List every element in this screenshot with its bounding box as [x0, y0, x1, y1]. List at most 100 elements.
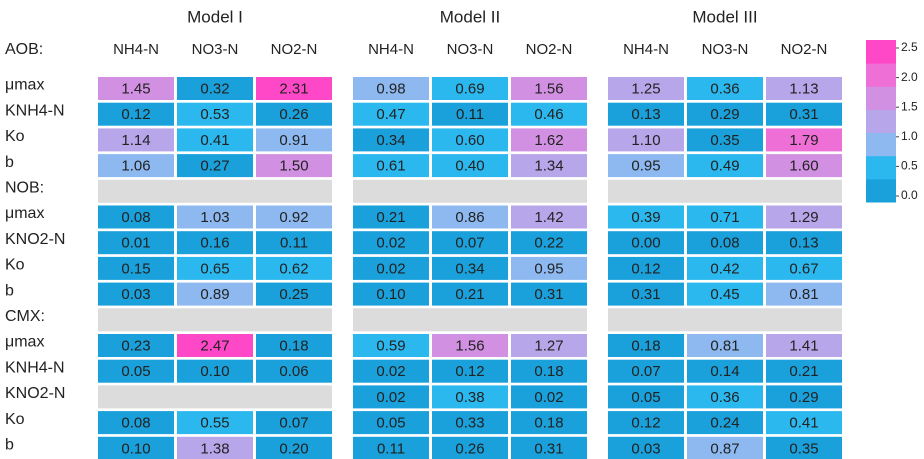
- cell-value: 0.07: [279, 415, 308, 432]
- cell-value: 0.95: [631, 158, 660, 175]
- heat-cell: [353, 77, 429, 100]
- colorbar-label: 2.5: [901, 40, 918, 54]
- heat-cell: [98, 231, 174, 255]
- heat-cell: [766, 385, 842, 409]
- heat-cell: [766, 102, 842, 126]
- cell-value: 0.11: [280, 235, 308, 252]
- heat-cell: [608, 359, 684, 383]
- cell-value: 0.61: [376, 158, 405, 175]
- cell-value: 0.36: [710, 80, 739, 97]
- missing-cell: [766, 179, 842, 203]
- heat-cell: [687, 436, 763, 459]
- heat-cell: [98, 102, 174, 126]
- heat-cell: [511, 231, 587, 255]
- heat-cell: [687, 205, 763, 229]
- cell-value: 0.23: [121, 337, 150, 354]
- cell-value: 0.92: [279, 209, 308, 226]
- cell-value: 1.56: [455, 337, 484, 354]
- heat-cell: [766, 77, 842, 100]
- heat-cell: [353, 334, 429, 357]
- cell-value: 0.03: [631, 440, 660, 457]
- heat-cell: [766, 128, 842, 152]
- heat-cell: [687, 154, 763, 178]
- heat-cell: [177, 231, 253, 255]
- heat-cell: [608, 436, 684, 459]
- section-label: AOB:: [5, 41, 43, 58]
- row-label: b: [5, 437, 14, 454]
- heat-cell: [256, 256, 332, 280]
- heat-cell: [766, 282, 842, 306]
- cell-value: 0.55: [200, 415, 229, 432]
- heat-cell: [353, 102, 429, 126]
- cell-value: 0.24: [710, 415, 739, 432]
- column-label: NH4-N: [368, 41, 414, 58]
- heat-cell: [608, 128, 684, 152]
- cell-value: 0.34: [376, 132, 405, 149]
- cell-value: 0.13: [789, 235, 818, 252]
- heat-cell: [256, 282, 332, 306]
- heat-cell: [256, 205, 332, 229]
- cell-value: 0.46: [534, 106, 563, 123]
- heat-cell: [256, 128, 332, 152]
- row-label: Ko: [5, 411, 25, 428]
- heat-cell: [177, 334, 253, 357]
- heat-cell: [766, 154, 842, 178]
- heat-cell: [432, 282, 508, 306]
- cell-value: 0.16: [200, 235, 229, 252]
- missing-cell: [432, 179, 511, 203]
- cell-value: 0.10: [376, 286, 405, 303]
- cell-value: 0.81: [710, 337, 739, 354]
- cell-value: 1.25: [631, 80, 660, 97]
- heat-cell: [177, 102, 253, 126]
- heat-cell: [177, 128, 253, 152]
- cell-value: 0.08: [121, 209, 150, 226]
- heat-cell: [608, 231, 684, 255]
- heat-cell: [432, 205, 508, 229]
- cell-value: 1.29: [789, 209, 818, 226]
- cell-value: 0.36: [710, 389, 739, 406]
- cell-value: 1.45: [121, 80, 150, 97]
- heat-cell: [511, 436, 587, 459]
- cell-value: 1.60: [789, 158, 818, 175]
- cell-value: 0.67: [789, 260, 818, 277]
- missing-cell: [608, 308, 687, 332]
- heat-cell: [511, 282, 587, 306]
- heat-cell: [256, 102, 332, 126]
- heat-cell: [98, 154, 174, 178]
- heat-cell: [766, 231, 842, 255]
- cell-value: 0.05: [376, 415, 405, 432]
- heat-cell: [766, 359, 842, 383]
- column-label: NO2-N: [271, 41, 318, 58]
- cell-value: 0.95: [534, 260, 563, 277]
- row-label: NOB:: [5, 180, 44, 197]
- heat-cell: [353, 436, 429, 459]
- missing-cell: [353, 179, 432, 203]
- cell-value: 0.49: [710, 158, 739, 175]
- heat-cell: [256, 77, 332, 100]
- cell-value: 1.03: [200, 209, 229, 226]
- cell-value: 0.12: [455, 363, 484, 380]
- row-label: μmax: [5, 77, 44, 94]
- heat-cell: [98, 128, 174, 152]
- cell-value: 1.41: [789, 337, 818, 354]
- cell-value: 0.29: [710, 106, 739, 123]
- cell-value: 2.47: [200, 337, 229, 354]
- colorbar-band: [866, 155, 896, 180]
- missing-cell: [511, 179, 587, 203]
- heat-cell: [511, 154, 587, 178]
- column-label: NO3-N: [702, 41, 749, 58]
- cell-value: 0.65: [200, 260, 229, 277]
- cell-value: 0.12: [631, 415, 660, 432]
- colorbar-band: [866, 178, 896, 203]
- cell-value: 0.15: [121, 260, 150, 277]
- group-title: Model II: [440, 7, 500, 26]
- cell-value: 0.86: [455, 209, 484, 226]
- cell-value: 0.02: [534, 389, 563, 406]
- heat-cell: [353, 231, 429, 255]
- heat-cell: [687, 282, 763, 306]
- row-label: KNH4-N: [5, 359, 65, 376]
- cell-value: 0.38: [455, 389, 484, 406]
- heat-cell: [432, 436, 508, 459]
- heat-cell: [766, 334, 842, 357]
- row-label: KNH4-N: [5, 102, 65, 119]
